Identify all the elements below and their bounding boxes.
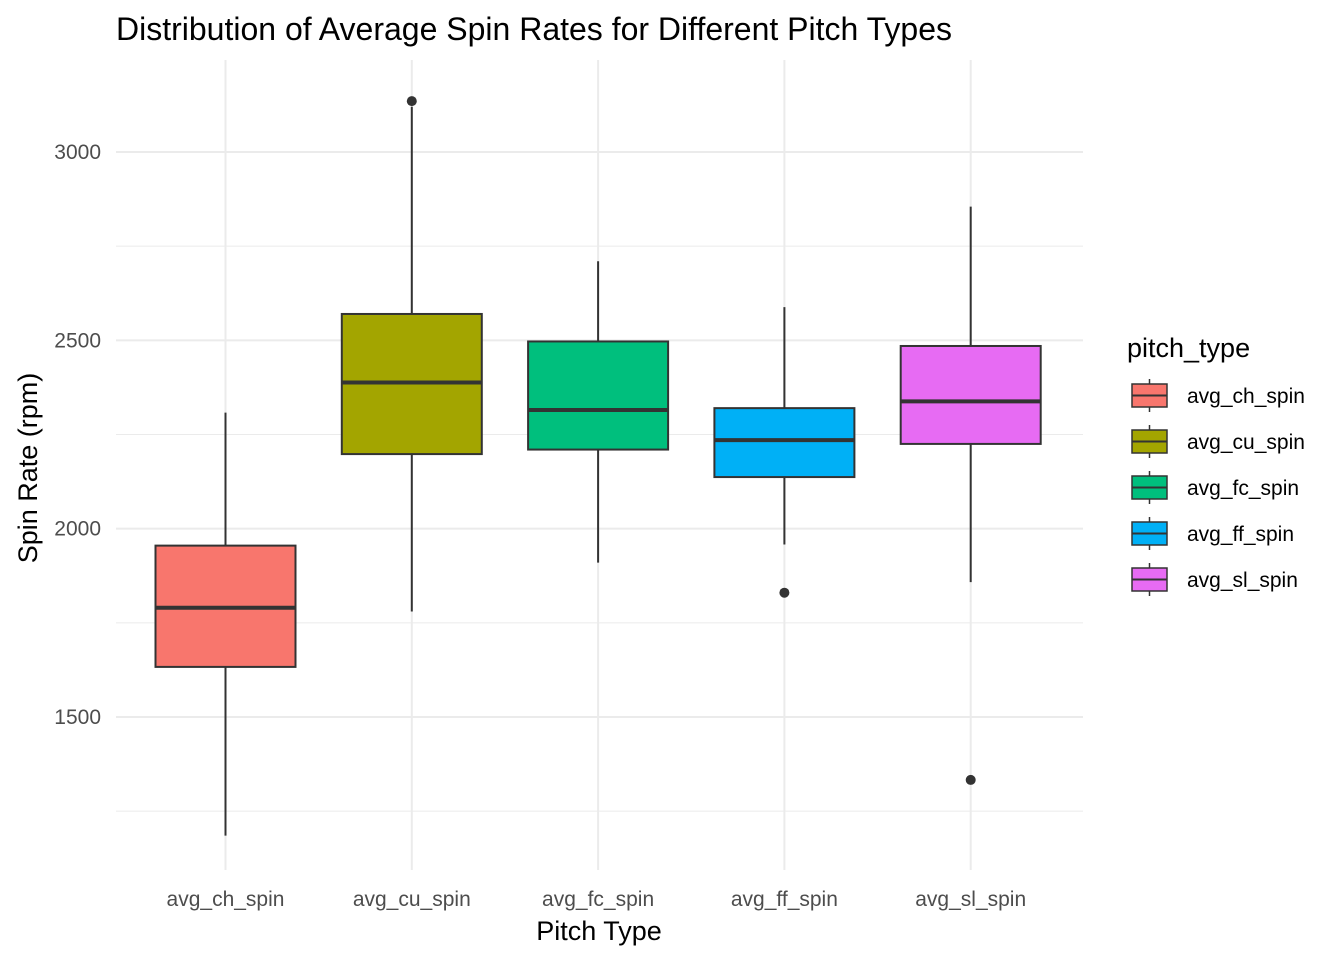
y-tick-label: 2500 — [54, 329, 101, 352]
box-avg_sl_spin — [899, 206, 1042, 785]
x-tick-label: avg_cu_spin — [353, 888, 471, 911]
outlier-point — [779, 587, 790, 598]
y-axis-ticks: 1500 2000 2500 3000 — [54, 141, 101, 729]
legend-label: avg_ff_spin — [1187, 523, 1294, 546]
legend-label: avg_ch_spin — [1187, 385, 1305, 408]
legend-item-avg_sl_spin: avg_sl_spin — [1131, 563, 1298, 596]
legend-label: avg_cu_spin — [1187, 431, 1305, 454]
boxes — [154, 96, 1042, 836]
grid — [116, 60, 1083, 870]
legend-item-avg_ff_spin: avg_ff_spin — [1131, 517, 1294, 550]
legend-title: pitch_type — [1127, 333, 1250, 363]
box-avg_cu_spin — [340, 96, 483, 612]
y-tick-label: 1500 — [54, 706, 101, 729]
outlier-point — [406, 96, 417, 107]
x-axis-title: Pitch Type — [536, 916, 662, 946]
legend-label: avg_fc_spin — [1187, 477, 1299, 500]
x-tick-label: avg_ch_spin — [167, 888, 285, 911]
box-avg_fc_spin — [527, 261, 670, 563]
legend: pitch_type avg_ch_spin avg_cu_spin avg_fc_… — [1127, 333, 1305, 596]
chart-title: Distribution of Average Spin Rates for D… — [116, 11, 952, 47]
y-tick-label: 3000 — [54, 141, 101, 164]
x-tick-label: avg_fc_spin — [542, 888, 654, 911]
x-tick-label: avg_sl_spin — [915, 888, 1026, 911]
legend-item-avg_cu_spin: avg_cu_spin — [1131, 425, 1305, 458]
box-avg_ff_spin — [713, 307, 856, 598]
legend-item-avg_ch_spin: avg_ch_spin — [1131, 379, 1305, 412]
box-body — [713, 407, 856, 479]
legend-label: avg_sl_spin — [1187, 569, 1298, 592]
x-axis-ticks: avg_ch_spin avg_cu_spin avg_fc_spin avg_ff_… — [167, 888, 1027, 911]
box-body — [899, 344, 1042, 445]
box-avg_ch_spin — [154, 412, 297, 836]
box-body — [527, 340, 670, 451]
outlier-point — [965, 774, 976, 785]
y-axis-title: Spin Rate (rpm) — [13, 373, 43, 564]
legend-item-avg_fc_spin: avg_fc_spin — [1131, 471, 1299, 504]
x-tick-label: avg_ff_spin — [731, 888, 838, 911]
y-tick-label: 2000 — [54, 518, 101, 541]
